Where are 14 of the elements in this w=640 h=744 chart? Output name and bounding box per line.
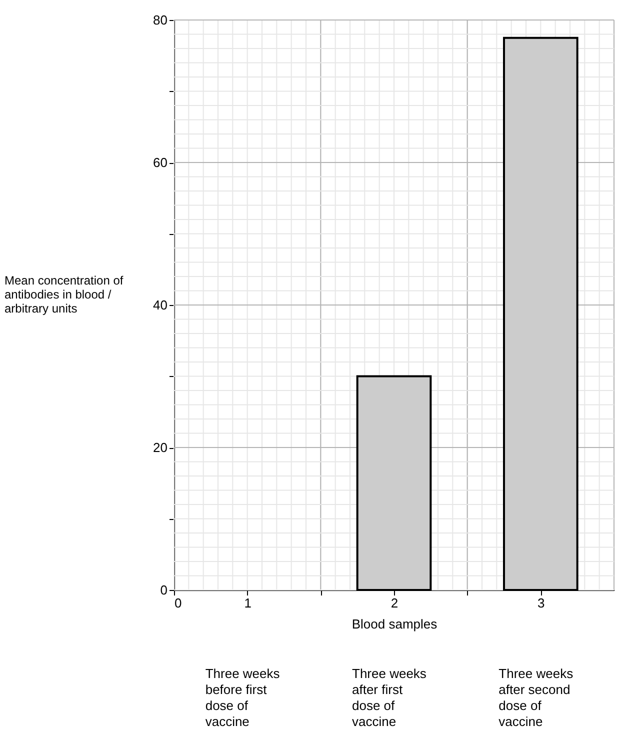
x-axis-title: Blood samples — [352, 616, 438, 632]
text: Three weeks before first dose of vaccine — [205, 666, 280, 729]
x-tick-label: 0 — [174, 596, 182, 610]
y-axis-title: Mean concentration of antibodies in blood / arbitrary units — [4, 274, 124, 316]
y-tick-label: 20 — [153, 440, 168, 455]
y-tick-label: 40 — [153, 298, 168, 312]
text: Three weeks after second dose of vaccine — [498, 666, 574, 729]
y-tick-label: 80 — [153, 12, 168, 28]
y-tick-label: 0 — [160, 582, 168, 598]
x-tick-label: 3 — [538, 596, 545, 610]
y-tick-label: 60 — [153, 155, 168, 170]
text: Three weeks after first dose of vaccine — [352, 666, 427, 729]
x-tick-label: 2 — [390, 596, 398, 610]
x-tick-label: 1 — [244, 596, 252, 610]
